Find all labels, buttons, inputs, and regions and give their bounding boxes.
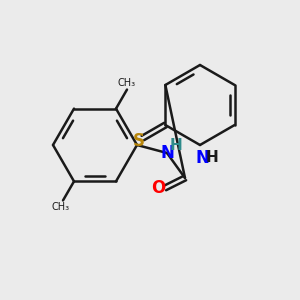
Text: CH₃: CH₃ xyxy=(118,78,136,88)
Text: N: N xyxy=(195,149,209,167)
Text: H: H xyxy=(169,137,182,152)
Text: S: S xyxy=(133,132,145,150)
Text: CH₃: CH₃ xyxy=(52,202,70,212)
Text: N: N xyxy=(160,144,174,162)
Text: O: O xyxy=(151,179,165,197)
Text: H: H xyxy=(206,151,218,166)
